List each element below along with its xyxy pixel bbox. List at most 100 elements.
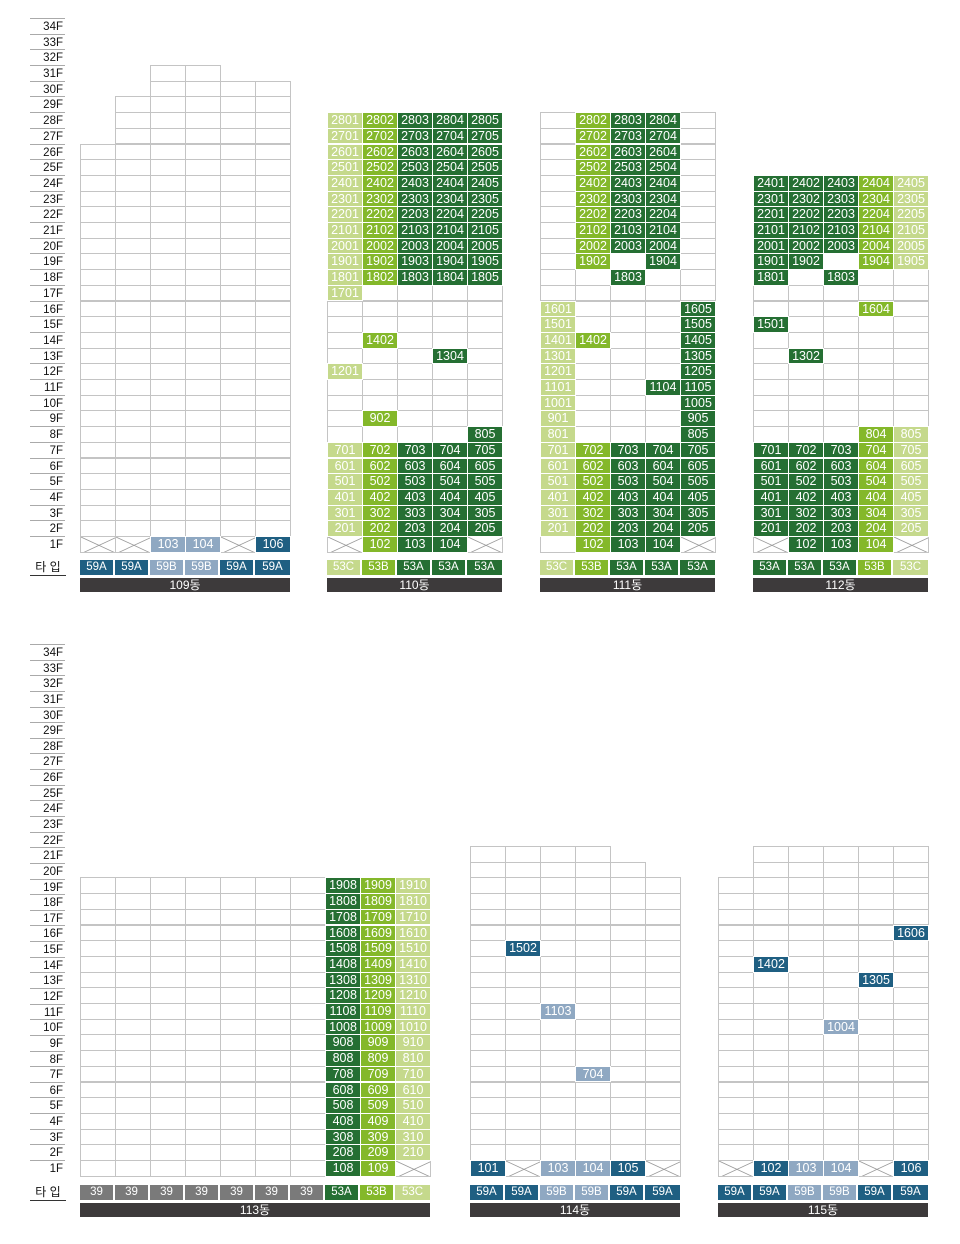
unit-1103[interactable]: 1103	[540, 1003, 576, 1020]
unit-103[interactable]: 103	[397, 536, 433, 553]
unit-2303[interactable]: 2303	[610, 190, 646, 208]
unit-305[interactable]: 305	[680, 504, 716, 522]
unit-1301[interactable]: 1301	[540, 347, 576, 365]
unit-2304[interactable]: 2304	[858, 190, 894, 208]
unit-1901[interactable]: 1901	[753, 253, 789, 271]
unit-1801[interactable]: 1801	[753, 269, 789, 286]
unit-2004[interactable]: 2004	[432, 237, 468, 255]
unit-1008[interactable]: 1008	[325, 1018, 361, 1036]
unit-1601[interactable]: 1601	[540, 300, 576, 318]
unit-2503[interactable]: 2503	[397, 159, 433, 176]
unit-2005[interactable]: 2005	[467, 237, 503, 255]
unit-2305[interactable]: 2305	[467, 190, 503, 208]
unit-2204[interactable]: 2204	[645, 206, 681, 223]
unit-2104[interactable]: 2104	[645, 222, 681, 239]
unit-205[interactable]: 205	[680, 520, 716, 537]
unit-2402[interactable]: 2402	[362, 174, 398, 192]
unit-2203[interactable]: 2203	[823, 206, 859, 223]
unit-504[interactable]: 504	[432, 473, 468, 490]
unit-1608[interactable]: 1608	[325, 924, 361, 942]
unit-1201[interactable]: 1201	[540, 363, 576, 380]
unit-1305[interactable]: 1305	[680, 347, 716, 365]
unit-502[interactable]: 502	[362, 473, 398, 490]
unit-205[interactable]: 205	[467, 520, 503, 537]
unit-604[interactable]: 604	[858, 457, 894, 475]
unit-701[interactable]: 701	[327, 441, 363, 459]
unit-402[interactable]: 402	[362, 488, 398, 506]
unit-2705[interactable]: 2705	[467, 127, 503, 145]
unit-1904[interactable]: 1904	[432, 253, 468, 271]
unit-2003[interactable]: 2003	[610, 237, 646, 255]
unit-501[interactable]: 501	[540, 473, 576, 490]
unit-1402[interactable]: 1402	[362, 331, 398, 349]
unit-510[interactable]: 510	[395, 1097, 431, 1114]
unit-1402[interactable]: 1402	[575, 331, 611, 349]
unit-402[interactable]: 402	[788, 488, 824, 506]
unit-202[interactable]: 202	[362, 520, 398, 537]
unit-1501[interactable]: 1501	[753, 316, 789, 333]
unit-602[interactable]: 602	[788, 457, 824, 475]
unit-808[interactable]: 808	[325, 1050, 361, 1067]
unit-1110[interactable]: 1110	[395, 1003, 431, 1020]
unit-104[interactable]: 104	[185, 536, 221, 553]
unit-106[interactable]: 106	[893, 1160, 929, 1177]
unit-703[interactable]: 703	[397, 441, 433, 459]
unit-705[interactable]: 705	[467, 441, 503, 459]
unit-1001[interactable]: 1001	[540, 394, 576, 412]
unit-1109[interactable]: 1109	[360, 1003, 396, 1020]
unit-2001[interactable]: 2001	[753, 237, 789, 255]
unit-2303[interactable]: 2303	[823, 190, 859, 208]
unit-804[interactable]: 804	[858, 426, 894, 443]
unit-102[interactable]: 102	[788, 536, 824, 553]
unit-1304[interactable]: 1304	[432, 347, 468, 365]
unit-2302[interactable]: 2302	[788, 190, 824, 208]
unit-709[interactable]: 709	[360, 1065, 396, 1083]
unit-2301[interactable]: 2301	[753, 190, 789, 208]
unit-2203[interactable]: 2203	[610, 206, 646, 223]
unit-1305[interactable]: 1305	[858, 971, 894, 989]
unit-2702[interactable]: 2702	[575, 127, 611, 145]
unit-702[interactable]: 702	[788, 441, 824, 459]
unit-401[interactable]: 401	[327, 488, 363, 506]
unit-301[interactable]: 301	[540, 504, 576, 522]
unit-505[interactable]: 505	[467, 473, 503, 490]
unit-2401[interactable]: 2401	[753, 174, 789, 192]
unit-2101[interactable]: 2101	[753, 222, 789, 239]
unit-905[interactable]: 905	[680, 410, 716, 428]
unit-308[interactable]: 308	[325, 1128, 361, 1146]
unit-204[interactable]: 204	[858, 520, 894, 537]
unit-2104[interactable]: 2104	[858, 222, 894, 239]
unit-1501[interactable]: 1501	[540, 316, 576, 333]
unit-404[interactable]: 404	[432, 488, 468, 506]
unit-909[interactable]: 909	[360, 1034, 396, 1052]
unit-2103[interactable]: 2103	[823, 222, 859, 239]
unit-1309[interactable]: 1309	[360, 971, 396, 989]
unit-2003[interactable]: 2003	[397, 237, 433, 255]
unit-102[interactable]: 102	[753, 1160, 789, 1177]
unit-2202[interactable]: 2202	[788, 206, 824, 223]
unit-1604[interactable]: 1604	[858, 300, 894, 318]
unit-405[interactable]: 405	[893, 488, 929, 506]
unit-801[interactable]: 801	[540, 426, 576, 443]
unit-203[interactable]: 203	[823, 520, 859, 537]
unit-805[interactable]: 805	[680, 426, 716, 443]
unit-103[interactable]: 103	[823, 536, 859, 553]
unit-1803[interactable]: 1803	[397, 269, 433, 286]
unit-1901[interactable]: 1901	[327, 253, 363, 271]
unit-2401[interactable]: 2401	[327, 174, 363, 192]
unit-2603[interactable]: 2603	[610, 143, 646, 161]
unit-2501[interactable]: 2501	[327, 159, 363, 176]
unit-303[interactable]: 303	[823, 504, 859, 522]
unit-1802[interactable]: 1802	[362, 269, 398, 286]
unit-2002[interactable]: 2002	[788, 237, 824, 255]
unit-503[interactable]: 503	[823, 473, 859, 490]
unit-1803[interactable]: 1803	[823, 269, 859, 286]
unit-202[interactable]: 202	[575, 520, 611, 537]
unit-705[interactable]: 705	[680, 441, 716, 459]
unit-805[interactable]: 805	[467, 426, 503, 443]
unit-2105[interactable]: 2105	[893, 222, 929, 239]
unit-1009[interactable]: 1009	[360, 1018, 396, 1036]
unit-703[interactable]: 703	[823, 441, 859, 459]
unit-102[interactable]: 102	[362, 536, 398, 553]
unit-701[interactable]: 701	[753, 441, 789, 459]
